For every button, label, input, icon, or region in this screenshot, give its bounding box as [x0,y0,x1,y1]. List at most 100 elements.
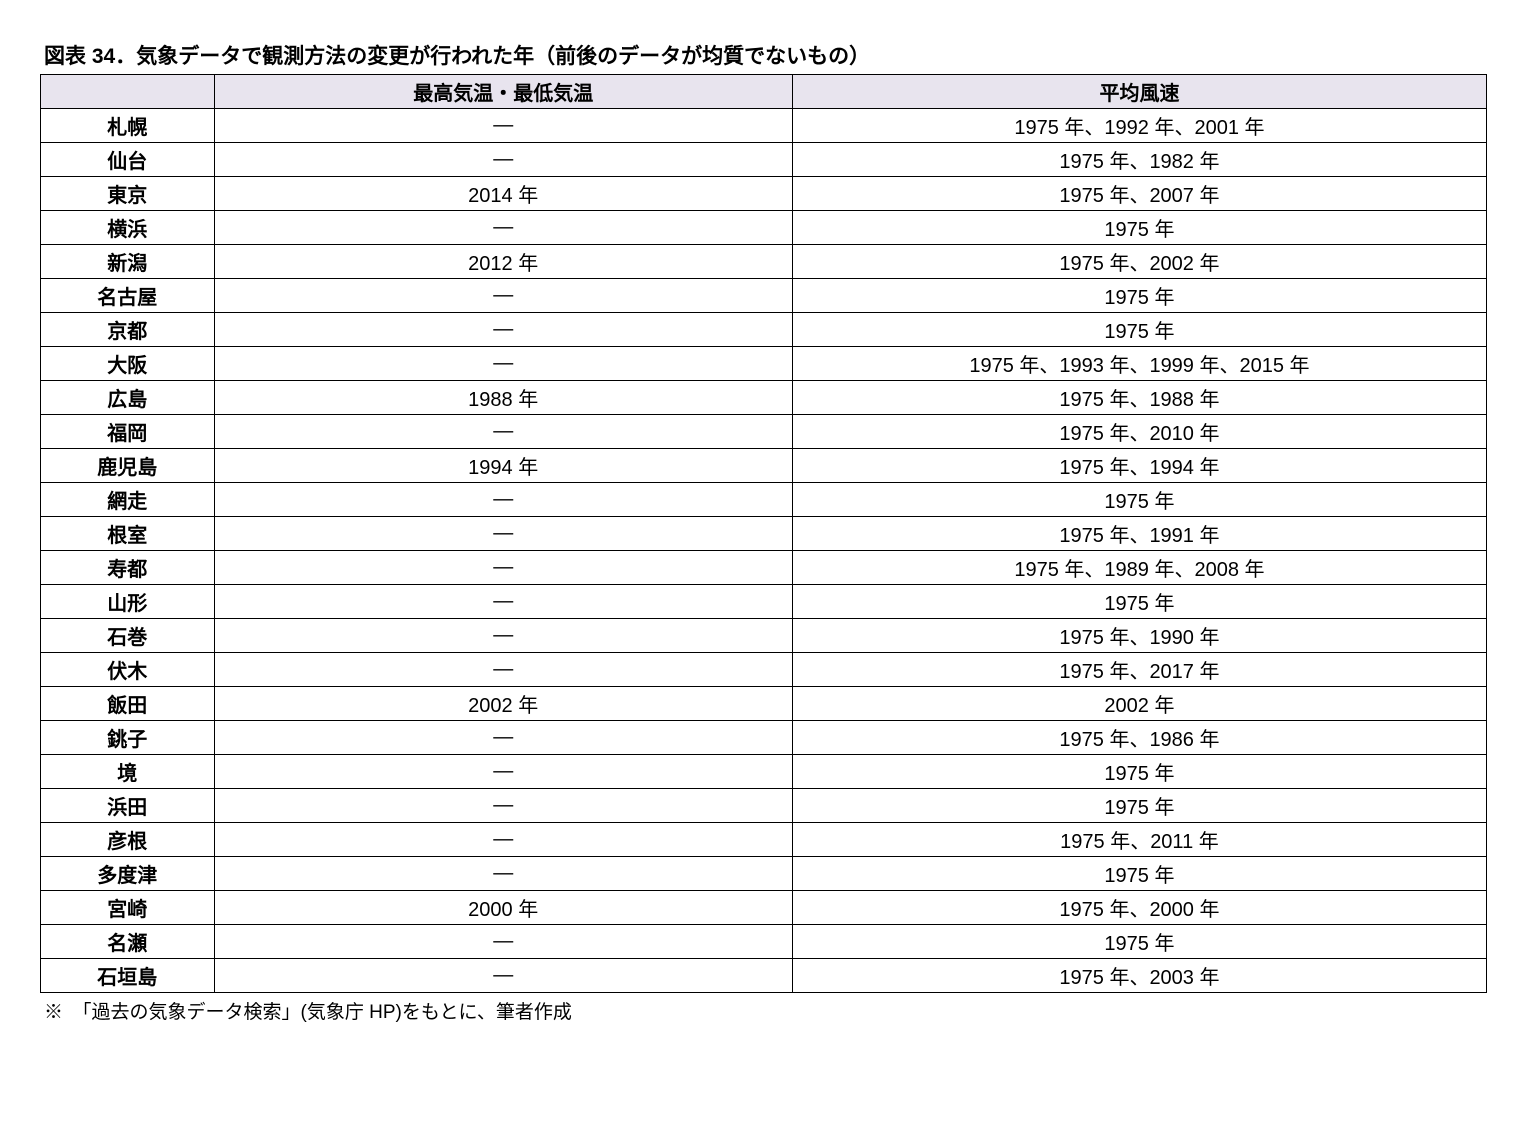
city-cell: 福岡 [41,415,215,449]
city-cell: 石巻 [41,619,215,653]
table-header-row: 最高気温・最低気温 平均風速 [41,75,1487,109]
wind-cell: 1975 年、2017 年 [792,653,1486,687]
wind-cell: 1975 年 [792,483,1486,517]
temp-cell: 2014 年 [214,177,792,211]
wind-cell: 1975 年、1993 年、1999 年、2015 年 [792,347,1486,381]
temp-cell: ― [214,653,792,687]
city-cell: 飯田 [41,687,215,721]
wind-cell: 1975 年 [792,211,1486,245]
table-row: 彦根―1975 年、2011 年 [41,823,1487,857]
wind-cell: 1975 年、1991 年 [792,517,1486,551]
wind-cell: 1975 年 [792,279,1486,313]
city-cell: 大阪 [41,347,215,381]
temp-cell: ― [214,313,792,347]
temp-cell: ― [214,755,792,789]
table-row: 浜田―1975 年 [41,789,1487,823]
city-cell: 新潟 [41,245,215,279]
temp-cell: ― [214,789,792,823]
wind-cell: 1975 年、1990 年 [792,619,1486,653]
wind-cell: 1975 年、2002 年 [792,245,1486,279]
temp-cell: ― [214,211,792,245]
wind-cell: 1975 年、2007 年 [792,177,1486,211]
temp-cell: ― [214,279,792,313]
city-cell: 浜田 [41,789,215,823]
table-row: 山形―1975 年 [41,585,1487,619]
temp-cell: ― [214,585,792,619]
table-row: 東京2014 年1975 年、2007 年 [41,177,1487,211]
wind-cell: 2002 年 [792,687,1486,721]
table-footnote: ※ 「過去の気象データ検索」(気象庁 HP)をもとに、筆者作成 [40,997,1487,1024]
temp-cell: 1988 年 [214,381,792,415]
table-row: 宮崎2000 年1975 年、2000 年 [41,891,1487,925]
wind-cell: 1975 年、2010 年 [792,415,1486,449]
table-row: 大阪―1975 年、1993 年、1999 年、2015 年 [41,347,1487,381]
table-row: 境―1975 年 [41,755,1487,789]
table-row: 京都―1975 年 [41,313,1487,347]
wind-cell: 1975 年 [792,755,1486,789]
table-row: 石巻―1975 年、1990 年 [41,619,1487,653]
temp-cell: ― [214,925,792,959]
wind-cell: 1975 年、1986 年 [792,721,1486,755]
city-cell: 境 [41,755,215,789]
city-cell: 宮崎 [41,891,215,925]
wind-cell: 1975 年 [792,313,1486,347]
city-cell: 広島 [41,381,215,415]
temp-cell: ― [214,109,792,143]
temp-cell: ― [214,619,792,653]
col-header-temp: 最高気温・最低気温 [214,75,792,109]
temp-cell: ― [214,143,792,177]
wind-cell: 1975 年、2003 年 [792,959,1486,993]
table-row: 寿都―1975 年、1989 年、2008 年 [41,551,1487,585]
temp-cell: ― [214,483,792,517]
wind-cell: 1975 年、1994 年 [792,449,1486,483]
temp-cell: ― [214,551,792,585]
temp-cell: ― [214,959,792,993]
wind-cell: 1975 年 [792,585,1486,619]
table-row: 横浜―1975 年 [41,211,1487,245]
wind-cell: 1975 年 [792,857,1486,891]
table-row: 多度津―1975 年 [41,857,1487,891]
table-row: 仙台―1975 年、1982 年 [41,143,1487,177]
temp-cell: ― [214,721,792,755]
city-cell: 銚子 [41,721,215,755]
temp-cell: ― [214,823,792,857]
temp-cell: 2002 年 [214,687,792,721]
city-cell: 名瀬 [41,925,215,959]
col-header-wind: 平均風速 [792,75,1486,109]
table-row: 飯田2002 年2002 年 [41,687,1487,721]
wind-cell: 1975 年、2011 年 [792,823,1486,857]
wind-cell: 1975 年、1989 年、2008 年 [792,551,1486,585]
city-cell: 彦根 [41,823,215,857]
temp-cell: 1994 年 [214,449,792,483]
wind-cell: 1975 年、2000 年 [792,891,1486,925]
city-cell: 寿都 [41,551,215,585]
wind-cell: 1975 年 [792,925,1486,959]
city-cell: 東京 [41,177,215,211]
city-cell: 伏木 [41,653,215,687]
table-row: 名古屋―1975 年 [41,279,1487,313]
city-cell: 横浜 [41,211,215,245]
city-cell: 鹿児島 [41,449,215,483]
table-row: 福岡―1975 年、2010 年 [41,415,1487,449]
table-row: 石垣島―1975 年、2003 年 [41,959,1487,993]
city-cell: 石垣島 [41,959,215,993]
table-row: 札幌―1975 年、1992 年、2001 年 [41,109,1487,143]
wind-cell: 1975 年、1982 年 [792,143,1486,177]
city-cell: 多度津 [41,857,215,891]
city-cell: 名古屋 [41,279,215,313]
table-row: 広島1988 年1975 年、1988 年 [41,381,1487,415]
table-row: 網走―1975 年 [41,483,1487,517]
city-cell: 京都 [41,313,215,347]
city-cell: 札幌 [41,109,215,143]
city-cell: 網走 [41,483,215,517]
city-cell: 仙台 [41,143,215,177]
temp-cell: 2000 年 [214,891,792,925]
col-header-city [41,75,215,109]
temp-cell: ― [214,347,792,381]
temp-cell: 2012 年 [214,245,792,279]
table-caption: 図表 34．気象データで観測方法の変更が行われた年（前後のデータが均質でないもの… [40,40,1487,70]
wind-cell: 1975 年 [792,789,1486,823]
wind-cell: 1975 年、1988 年 [792,381,1486,415]
weather-change-table: 最高気温・最低気温 平均風速 札幌―1975 年、1992 年、2001 年仙台… [40,74,1487,993]
table-row: 鹿児島1994 年1975 年、1994 年 [41,449,1487,483]
